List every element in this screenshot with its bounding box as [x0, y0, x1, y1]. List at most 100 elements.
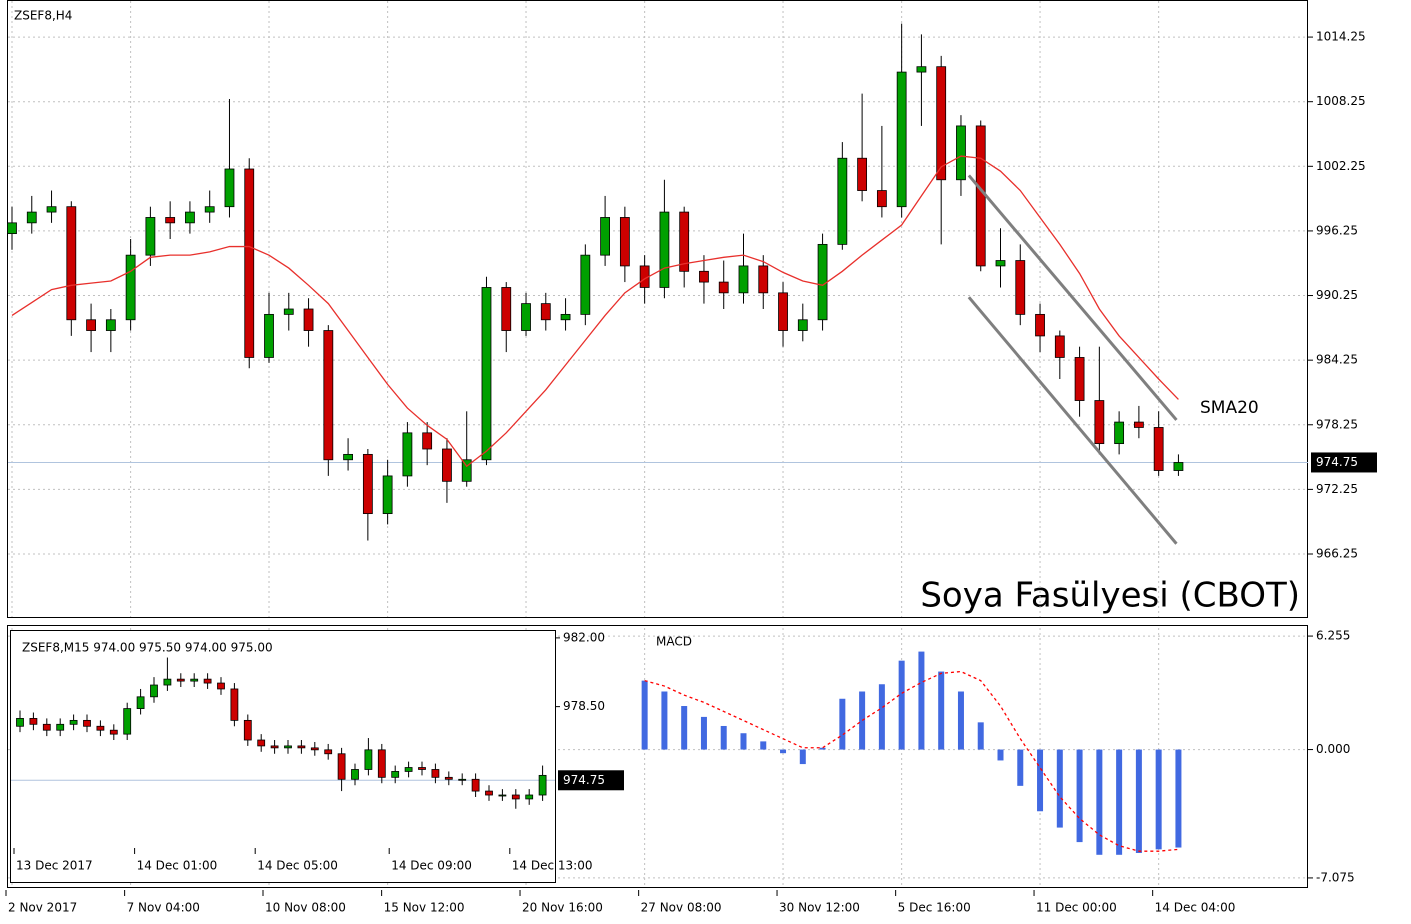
inset-frame — [10, 630, 556, 883]
macd-bar — [1017, 749, 1024, 786]
candle-body — [718, 281, 729, 294]
candle-body — [402, 432, 413, 477]
y-tick-label: 996.25 — [1316, 223, 1358, 237]
macd-bar — [1175, 749, 1182, 848]
candle-body — [501, 287, 512, 331]
candle-body — [1054, 335, 1065, 358]
macd-bar — [740, 733, 747, 750]
macd-title: MACD — [656, 635, 692, 649]
x-tick-label: 14 Dec 13:00 — [512, 859, 593, 873]
x-tick-label: 11 Dec 00:00 — [1036, 901, 1117, 915]
y-tick-label: 1014.25 — [1316, 30, 1366, 44]
candle-body — [224, 168, 235, 208]
candle-body — [66, 206, 77, 321]
macd-bar — [938, 671, 945, 750]
candle-body — [42, 723, 51, 731]
candle-body — [481, 287, 492, 461]
candle-body — [758, 265, 769, 294]
y-tick-label: 1008.25 — [1316, 94, 1366, 108]
candle-body — [458, 778, 467, 781]
x-tick-label: 14 Dec 09:00 — [391, 859, 472, 873]
x-tick-label: 27 Nov 08:00 — [641, 901, 722, 915]
candle-body — [404, 767, 413, 772]
candle-body — [521, 303, 531, 331]
macd-bar — [819, 747, 826, 750]
candle-body — [69, 719, 78, 725]
candle-body — [817, 243, 828, 321]
candle-body — [351, 769, 359, 780]
candle-body — [659, 211, 670, 288]
candle-body — [511, 794, 520, 800]
price-label: 974.75 — [563, 773, 605, 787]
sma-line — [11, 155, 1179, 468]
candle-body — [203, 678, 212, 684]
candle-body — [204, 206, 215, 213]
x-tick-label: 10 Nov 08:00 — [265, 901, 346, 915]
inset-title: ZSEF8,M15 974.00 975.50 974.00 975.00 — [22, 641, 273, 655]
main-title: ZSEF8,H4 — [14, 9, 72, 23]
macd-bar — [1056, 749, 1063, 828]
candle-body — [418, 767, 426, 770]
candle-body — [391, 771, 400, 778]
candle-body — [283, 308, 294, 315]
candle-body — [150, 684, 158, 698]
candle-body — [105, 319, 116, 331]
candle-body — [382, 475, 393, 515]
candle-body — [362, 453, 373, 515]
y-tick-label: 972.25 — [1316, 482, 1358, 496]
candle-body — [145, 217, 156, 256]
candle-body — [26, 211, 37, 224]
y-tick-label: 966.25 — [1316, 547, 1358, 561]
candle-body — [896, 71, 907, 208]
macd-bar — [898, 660, 905, 750]
macd-bar — [720, 725, 727, 750]
candle-body — [230, 688, 239, 721]
candle-body — [310, 747, 319, 751]
candle-body — [1173, 462, 1184, 471]
candle-body — [679, 211, 690, 272]
candle-body — [580, 254, 591, 315]
candle-body — [136, 696, 145, 709]
candle-body — [538, 774, 547, 796]
candle-body — [243, 719, 252, 741]
macd-bar — [641, 680, 648, 750]
candle-body — [461, 459, 472, 482]
macd-bar — [859, 691, 866, 750]
macd-bar — [760, 741, 767, 750]
macd-bar — [700, 716, 707, 750]
candle-body — [56, 723, 65, 731]
macd-bar — [1037, 749, 1044, 812]
candle-body — [297, 745, 306, 749]
instrument-caption: Soya Fasülyesi (CBOT) — [920, 576, 1300, 616]
candle-body — [46, 206, 57, 213]
candle-body — [16, 718, 24, 727]
candle-body — [600, 217, 610, 256]
main-panel: 1014.25 1008.25 1002.25 996.25 990.25 984.25 9… — [7, 1, 1377, 617]
macd-bar — [918, 651, 925, 750]
candle-body — [163, 678, 172, 686]
y-tick-label: 982.00 — [563, 630, 605, 644]
price-label: 974.75 — [1316, 455, 1358, 469]
x-tick-label: 7 Nov 04:00 — [127, 901, 200, 915]
macd-frame — [7, 625, 1308, 888]
x-tick-label: 15 Nov 12:00 — [384, 901, 465, 915]
candle-body — [29, 718, 38, 725]
candle-body — [857, 157, 868, 191]
macd-panel: 6.255 0.000 -7.075 2 Nov 2017 7 Nov 04:00 10 … — [5, 628, 1355, 915]
y-tick-label: 978.25 — [1316, 417, 1358, 431]
macd-bar — [681, 706, 688, 750]
y-tick-label: 984.25 — [1316, 353, 1358, 367]
y-tick-label: -7.075 — [1316, 870, 1355, 884]
candle-body — [738, 265, 749, 294]
candle-body — [96, 725, 105, 731]
candle-body — [284, 745, 292, 749]
candle-body — [185, 211, 195, 224]
macd-bar — [1076, 749, 1083, 843]
x-tick-label: 30 Nov 12:00 — [779, 901, 860, 915]
candle-body — [86, 319, 96, 331]
macd-bar — [1135, 749, 1142, 853]
candle-body — [323, 330, 334, 461]
candle-body — [123, 708, 132, 735]
main-frame — [7, 0, 1308, 618]
